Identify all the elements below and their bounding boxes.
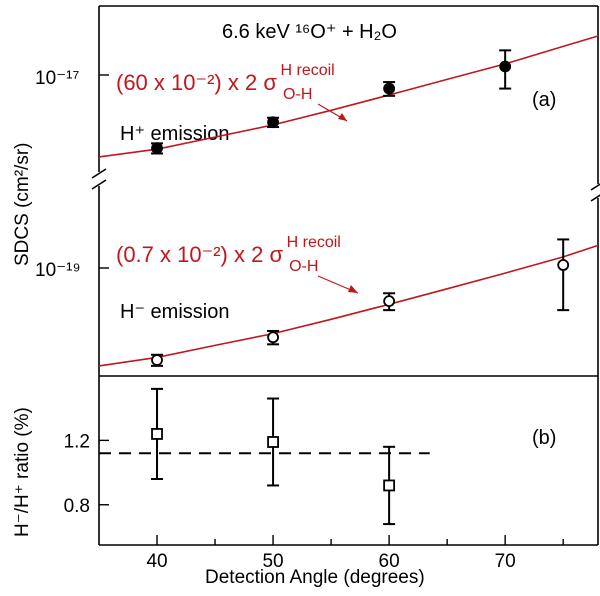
fit-lower-sub: O-H <box>289 258 318 275</box>
data-marker <box>267 436 279 448</box>
panel-b-y-tick-label-1.2: 1.2 <box>64 431 90 452</box>
fit-upper-main: (60 x 10⁻²) x 2 σ <box>116 70 277 95</box>
h-plus-emission-label: H⁺ emission <box>120 123 229 145</box>
ratio-point-60 <box>383 445 396 526</box>
fit-curve-2 <box>98 35 599 158</box>
ratio-point-50 <box>267 397 280 487</box>
h-minus-point-50 <box>267 329 280 346</box>
axis-break-right <box>590 183 600 202</box>
fit-lower-sup: H recoil <box>287 234 341 251</box>
fit-lower-main: (0.7 x 10⁻²) x 2 σ <box>116 242 283 267</box>
panel-a-label: (a) <box>532 89 556 111</box>
x-tick-label-60: 60 <box>379 551 400 572</box>
fit-upper-label: (60 x 10⁻²) x 2 σ O-H H recoil <box>116 62 335 104</box>
h-minus-point-60 <box>383 292 396 312</box>
data-marker <box>151 354 163 366</box>
h-plus-point-50 <box>267 116 280 129</box>
panel-b-points <box>151 387 396 526</box>
data-marker <box>383 295 396 308</box>
panel-b-y-ticks: 0.8 1.2 <box>64 431 109 517</box>
h-plus-point-40 <box>151 142 164 155</box>
panel-b-y-axis-title: H⁻/H⁺ ratio (%) <box>12 407 33 537</box>
x-tick-label-70: 70 <box>495 551 516 572</box>
fit-upper-arrow <box>317 103 348 122</box>
data-marker <box>383 479 396 492</box>
data-marker <box>499 60 512 73</box>
h-minus-emission-label: H⁻ emission <box>120 301 229 323</box>
h-plus-point-70 <box>499 49 512 90</box>
x-axis-title: Detection Angle (degrees) <box>205 567 425 588</box>
h-minus-point-40 <box>151 353 164 367</box>
fit-lower-arrow <box>317 275 359 294</box>
y-tick-label-upper: 10⁻¹⁷ <box>35 68 79 89</box>
h-plus-point-60 <box>383 81 396 97</box>
data-marker <box>267 116 279 129</box>
panel-b-frame <box>98 376 599 546</box>
data-marker <box>267 331 279 344</box>
h-minus-point-75 <box>557 238 570 312</box>
chart-title: 6.6 keV ¹⁶O⁺ + H₂O <box>222 21 397 43</box>
panel-a-points <box>151 49 570 367</box>
panel-a-y-axis-title: SDCS (cm²/sr) <box>12 143 33 266</box>
ratio-point-40 <box>151 387 164 481</box>
fit-lower-label: (0.7 x 10⁻²) x 2 σ O-H H recoil <box>116 234 341 276</box>
fit-curve-3 <box>98 244 599 367</box>
axis-break-left <box>91 168 107 190</box>
panel-a-frame <box>91 5 600 377</box>
data-marker <box>151 142 163 155</box>
x-tick-label-50: 50 <box>262 551 283 572</box>
y-tick-label-lower: 10⁻¹⁹ <box>35 260 81 281</box>
x-tick-label-40: 40 <box>146 551 167 572</box>
fit-curves <box>98 35 599 367</box>
fit-upper-sup: H recoil <box>281 62 335 79</box>
x-ticks: 40 50 60 70 <box>146 535 564 572</box>
data-marker <box>151 428 163 440</box>
panel-b-y-tick-label-0.8: 0.8 <box>64 496 90 517</box>
fit-upper-sub: O-H <box>283 86 312 103</box>
data-marker <box>383 82 396 95</box>
data-marker <box>557 259 570 271</box>
panel-b-label: (b) <box>532 427 556 449</box>
